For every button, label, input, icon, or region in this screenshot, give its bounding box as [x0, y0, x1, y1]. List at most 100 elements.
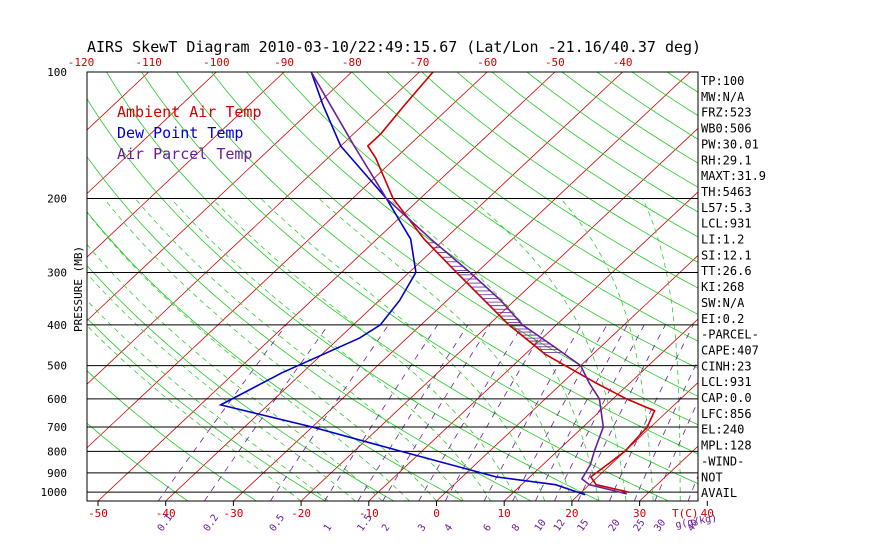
- isotherm-line: [87, 72, 488, 449]
- top-temp-tick-label: -80: [342, 56, 362, 69]
- mixing-ratio-line: [203, 324, 329, 501]
- legend-entry: Air Parcel Temp: [117, 145, 252, 163]
- top-temp-tick-label: -100: [203, 56, 230, 69]
- bottom-temp-tick-label: -40: [156, 507, 176, 520]
- dry-adiabat-line: [87, 155, 532, 501]
- top-temp-tick-label: -60: [477, 56, 497, 69]
- dry-adiabat-line: [421, 72, 698, 263]
- mixing-ratio-tick-label: 30: [652, 518, 668, 534]
- index-entry: KI:268: [701, 280, 744, 294]
- dry-adiabat-line: [106, 72, 669, 501]
- mixing-ratio-line: [444, 324, 547, 501]
- index-entry: SI:12.1: [701, 248, 752, 262]
- isotherm-line: [300, 127, 698, 501]
- index-entry: MW:N/A: [701, 90, 745, 104]
- moist-adiabat-line: [260, 198, 546, 501]
- mixing-ratio-tick-label: 0.5: [268, 513, 287, 534]
- mixing-ratio-line: [324, 324, 438, 501]
- dry-adiabat-line: [87, 370, 257, 501]
- plot-frame: [86, 71, 699, 502]
- mixing-ratio-tick-label: 8: [510, 522, 522, 533]
- mixing-ratio-tick-label: 4: [443, 522, 455, 533]
- isotherm-line: [571, 382, 698, 501]
- index-entry: CINH:23: [701, 359, 752, 373]
- dry-adiabat-line: [456, 72, 698, 238]
- chart-title: AIRS SkewT Diagram 2010-03-10/22:49:15.6…: [87, 38, 701, 56]
- isotherm-line: [87, 72, 217, 195]
- index-entry: PW:30.01: [701, 137, 759, 151]
- mixing-ratio-line: [157, 324, 287, 501]
- legend-entry: Ambient Air Temp: [117, 103, 262, 121]
- dry-adiabat-line: [526, 72, 698, 188]
- dry-adiabat-line: [141, 72, 698, 485]
- index-entry: CAP:0.0: [701, 391, 752, 405]
- top-temp-tick-label: -50: [545, 56, 565, 69]
- index-entry: FRZ:523: [701, 106, 752, 120]
- bottom-temp-tick-label: -20: [291, 507, 311, 520]
- pressure-tick-label: 900: [47, 467, 67, 480]
- series-line-dewpoint: [218, 72, 586, 496]
- dry-adiabat-line: [386, 72, 698, 289]
- dry-adiabat-line: [316, 72, 698, 342]
- moist-adiabat-line: [103, 198, 437, 501]
- pressure-tick-label: 100: [47, 66, 67, 79]
- series-line-ambient: [366, 72, 656, 493]
- isotherm-line: [87, 72, 285, 258]
- index-entry: MPL:128: [701, 439, 752, 453]
- index-entry: TT:26.6: [701, 264, 752, 278]
- mixing-ratio-line: [418, 324, 523, 501]
- pressure-tick-label: 400: [47, 319, 67, 332]
- dry-adiabat-line: [87, 211, 463, 501]
- isotherm-line: [165, 72, 623, 501]
- index-entry: LCL:931: [701, 217, 752, 231]
- bottom-temp-tick-label: 20: [565, 507, 578, 520]
- top-temp-tick-label: -70: [410, 56, 430, 69]
- moist-adiabat-line: [318, 198, 573, 501]
- mixing-ratio-line: [483, 324, 582, 501]
- isotherm-line: [503, 318, 698, 501]
- mixing-ratio-line: [577, 324, 666, 501]
- moist-adiabat-line: [87, 243, 383, 501]
- bottom-temp-tick-label: -30: [223, 507, 243, 520]
- index-entry: SW:N/A: [701, 296, 745, 310]
- index-entry: LFC:856: [701, 407, 752, 421]
- moist-adiabat-line: [87, 273, 356, 501]
- legend: Ambient Air Temp Dew Point Temp Air Parcel…: [117, 103, 262, 163]
- isotherm-line: [0, 72, 13, 501]
- isotherm-line: [639, 445, 698, 501]
- isotherm-line: [0, 72, 81, 501]
- mixing-ratio-tick-label: 0.2: [202, 513, 221, 534]
- bottom-temp-tick-label: 0: [433, 507, 440, 520]
- pressure-tick-label: 300: [47, 266, 67, 279]
- index-entry: EI:0.2: [701, 312, 744, 326]
- pressure-tick-label: 700: [47, 421, 67, 434]
- isotherm-line: [843, 72, 870, 501]
- mixing-ratio-line: [535, 324, 628, 501]
- dry-adiabat-line: [351, 72, 698, 315]
- index-entry: -PARCEL-: [701, 328, 759, 342]
- bottom-temp-tick-label: 10: [498, 507, 511, 520]
- moist-adiabat-line: [471, 198, 627, 501]
- pressure-tick-label: 500: [47, 360, 67, 373]
- dry-adiabat-line: [666, 72, 698, 93]
- index-entry: WB0:506: [701, 122, 752, 136]
- bottom-temp-tick-label: -50: [88, 507, 108, 520]
- bottom-temp-tick-label: 40: [701, 507, 714, 520]
- top-temp-tick-label: -120: [68, 56, 95, 69]
- isotherm-line: [87, 72, 420, 385]
- dry-adiabat-line: [491, 72, 698, 213]
- mixing-ratio-line: [609, 324, 694, 501]
- dry-adiabat-line: [211, 72, 698, 426]
- moist-adiabat-line: [87, 299, 329, 501]
- index-entry: L57:5.3: [701, 201, 752, 215]
- index-entry: TH:5463: [701, 185, 752, 199]
- mixing-ratio-tick-label: 10: [533, 518, 549, 534]
- y-axis-label: PRESSURE (MB): [72, 246, 85, 332]
- bottom-temp-tick-label: 30: [633, 507, 646, 520]
- index-entry: MAXT:31.9: [701, 169, 766, 183]
- index-entry: TP:100: [701, 74, 744, 88]
- dry-adiabat-line: [87, 317, 326, 501]
- moist-adiabat-line: [560, 198, 654, 501]
